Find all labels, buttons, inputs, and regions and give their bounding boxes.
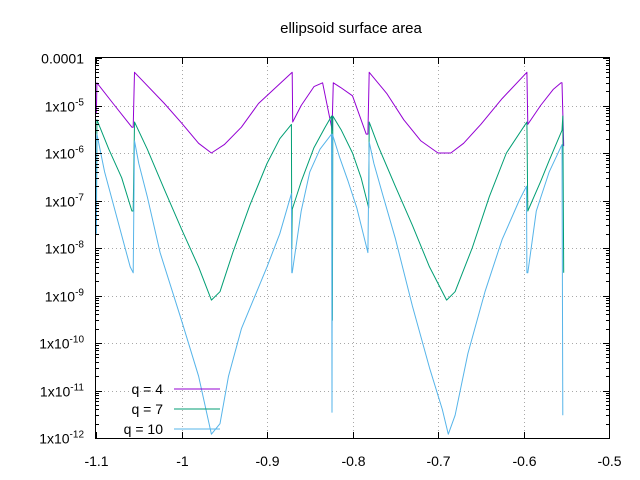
- series-line-3: [95, 133, 564, 435]
- x-tick-label: -0.6: [512, 453, 536, 469]
- y-tick-label: 0.0001: [41, 51, 84, 67]
- y-tick-label: 1x10-10: [39, 335, 84, 352]
- y-tick-label: 1x10-6: [45, 145, 85, 162]
- x-tick-label: -0.9: [255, 453, 279, 469]
- legend: q = 4 q = 7 q = 10: [124, 381, 220, 437]
- y-tick-label: 1x10-5: [45, 98, 85, 115]
- y-tick-label: 1x10-7: [45, 193, 85, 210]
- plot-area: [95, 71, 565, 435]
- y-tick-label: 1x10-11: [40, 383, 85, 400]
- x-tick-label: -0.5: [597, 453, 621, 469]
- grid-lines: [96, 58, 609, 438]
- tick-labels: -1.1 -1 -0.9 -0.8 -0.7 -0.6 -0.5 0.0001 1x10-5 1x…: [39, 51, 622, 470]
- y-tick-label: 1x10-12: [39, 430, 84, 447]
- legend-label: q = 7: [131, 401, 163, 417]
- axis-ticks: [96, 58, 610, 439]
- x-tick-label: -1.1: [84, 453, 108, 469]
- series-line-1: [95, 71, 565, 154]
- x-tick-label: -0.7: [426, 453, 450, 469]
- x-tick-label: -1: [176, 453, 189, 469]
- chart-title: ellipsoid surface area: [280, 20, 422, 37]
- y-tick-label: 1x10-9: [45, 288, 85, 305]
- plot-frame: [95, 57, 610, 439]
- y-tick-label: 1x10-8: [45, 240, 85, 257]
- legend-label: q = 4: [131, 381, 163, 397]
- x-tick-label: -0.8: [341, 453, 365, 469]
- series-line-2: [95, 115, 565, 321]
- legend-label: q = 10: [124, 421, 164, 437]
